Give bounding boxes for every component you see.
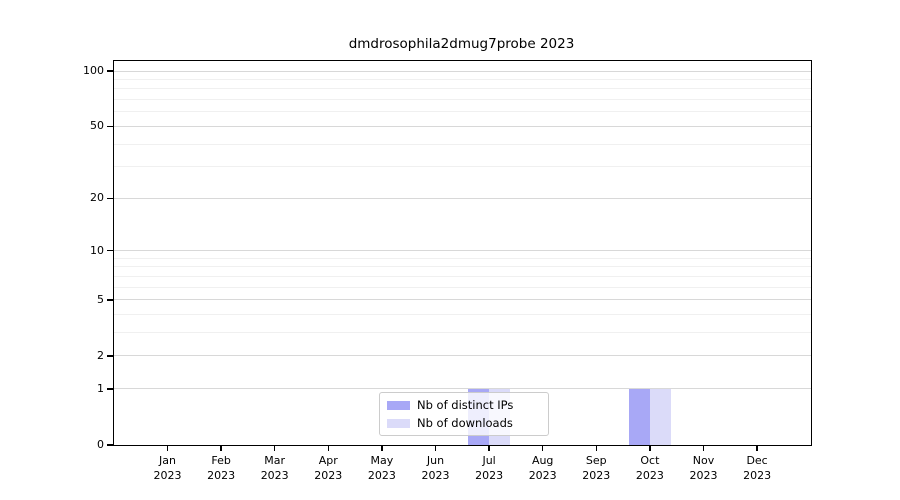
y-tick-label: 1 [97,381,104,395]
x-tick-mark [381,445,383,451]
bar-downloads [649,388,671,445]
x-tick-label: Feb 2023 [207,454,236,482]
x-tick-label: Sep 2023 [582,454,611,482]
minor-gridline [114,314,811,316]
gridlines-layer [114,61,811,445]
minor-gridline [114,99,811,101]
x-tick-mark [595,445,598,451]
y-tick-mark [106,70,113,72]
major-gridline [114,197,811,199]
major-gridline [114,388,811,390]
axis-ticks-layer: 0 1 2 5 10 20 50 100 Jan 2023 Feb 2023 Mar 2023 Apr… [83,61,811,482]
x-tick-mark [649,445,651,451]
y-tick-label: 10 [90,243,104,257]
x-tick-label: Jan 2023 [153,454,182,482]
x-tick-label: May 2023 [367,454,396,482]
major-gridline [114,70,811,72]
plot-area: 0 1 2 5 10 20 50 100 Jan 2023 Feb 2023 Mar 2023 Apr… [83,60,812,482]
y-tick-mark [106,299,113,301]
major-gridline [114,355,811,357]
x-tick-label: Dec 2023 [743,454,772,482]
x-tick-label: Jul 2023 [475,454,504,482]
legend: Nb of distinct IPs Nb of downloads [379,392,549,436]
y-tick-label: 50 [90,119,104,133]
x-tick-label: Nov 2023 [689,454,718,482]
x-tick-label: Jun 2023 [421,454,450,482]
minor-gridline [114,266,811,268]
legend-label-distinct-ips: Nb of distinct IPs [417,398,514,412]
legend-swatch-distinct-ips [387,400,410,410]
y-tick-mark [106,249,113,252]
minor-gridline [114,257,811,259]
chart-title: dmdrosophila2dmug7probe 2023 [348,36,575,52]
minor-gridline [114,111,811,113]
x-tick-label: Apr 2023 [314,454,343,482]
minor-gridline [114,275,811,277]
legend-label-downloads: Nb of downloads [417,416,513,430]
x-tick-mark [166,445,169,451]
minor-gridline [114,166,811,168]
y-tick-label: 100 [83,64,104,77]
y-tick-label: 5 [97,292,104,306]
minor-gridline [114,143,811,145]
minor-gridline [114,286,811,288]
x-tick-mark [434,445,437,451]
y-tick-mark [106,355,113,357]
x-tick-label: Aug 2023 [528,454,557,482]
y-tick-label: 2 [97,348,104,362]
minor-gridline [114,88,811,90]
legend-entry-distinct-ips: Nb of distinct IPs [387,398,541,412]
x-tick-mark [541,445,544,451]
x-tick-mark [488,445,490,451]
major-gridline [114,299,811,301]
y-tick-mark [106,197,113,200]
x-tick-label: Mar 2023 [260,454,289,482]
legend-swatch-downloads [387,418,410,428]
x-tick-mark [756,445,758,451]
y-tick-mark [106,125,113,128]
y-tick-label: 20 [90,191,104,205]
x-tick-mark [273,445,276,451]
x-tick-mark [220,445,222,451]
bar-distinct-ips [628,388,650,445]
x-tick-mark [702,445,705,451]
x-tick-label: Oct 2023 [635,454,664,482]
major-gridline [114,250,811,252]
minor-gridline [114,78,811,80]
legend-entry-downloads: Nb of downloads [387,416,541,430]
minor-gridline [114,332,811,334]
x-tick-mark [327,445,330,451]
major-gridline [114,125,811,127]
y-tick-mark [106,444,113,446]
y-tick-mark [106,388,113,390]
y-tick-label: 0 [97,438,104,451]
